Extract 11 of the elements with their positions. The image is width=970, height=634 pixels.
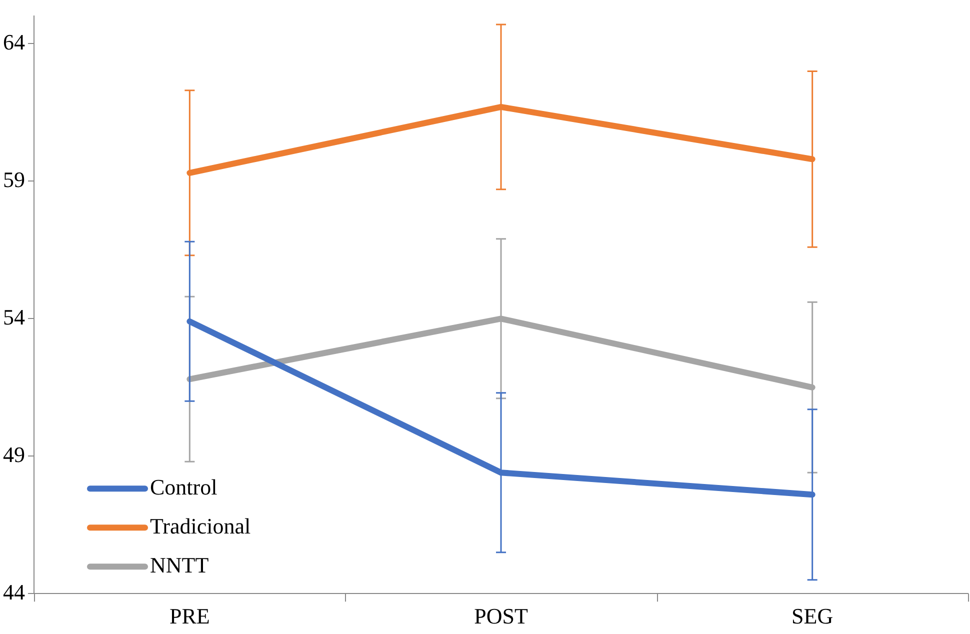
legend-label: NNTT bbox=[150, 552, 210, 578]
y-tick-label: 44 bbox=[3, 579, 25, 604]
x-tick-label: PRE bbox=[169, 604, 210, 629]
y-tick-label: 64 bbox=[3, 29, 25, 54]
legend-label: Tradicional bbox=[150, 513, 251, 538]
y-tick-label: 49 bbox=[3, 442, 25, 467]
x-tick-label: POST bbox=[474, 604, 528, 629]
x-tick-label: SEG bbox=[792, 604, 834, 629]
legend-label: Control bbox=[150, 474, 218, 500]
y-tick-label: 59 bbox=[3, 166, 25, 192]
y-tick-label: 54 bbox=[3, 304, 25, 330]
